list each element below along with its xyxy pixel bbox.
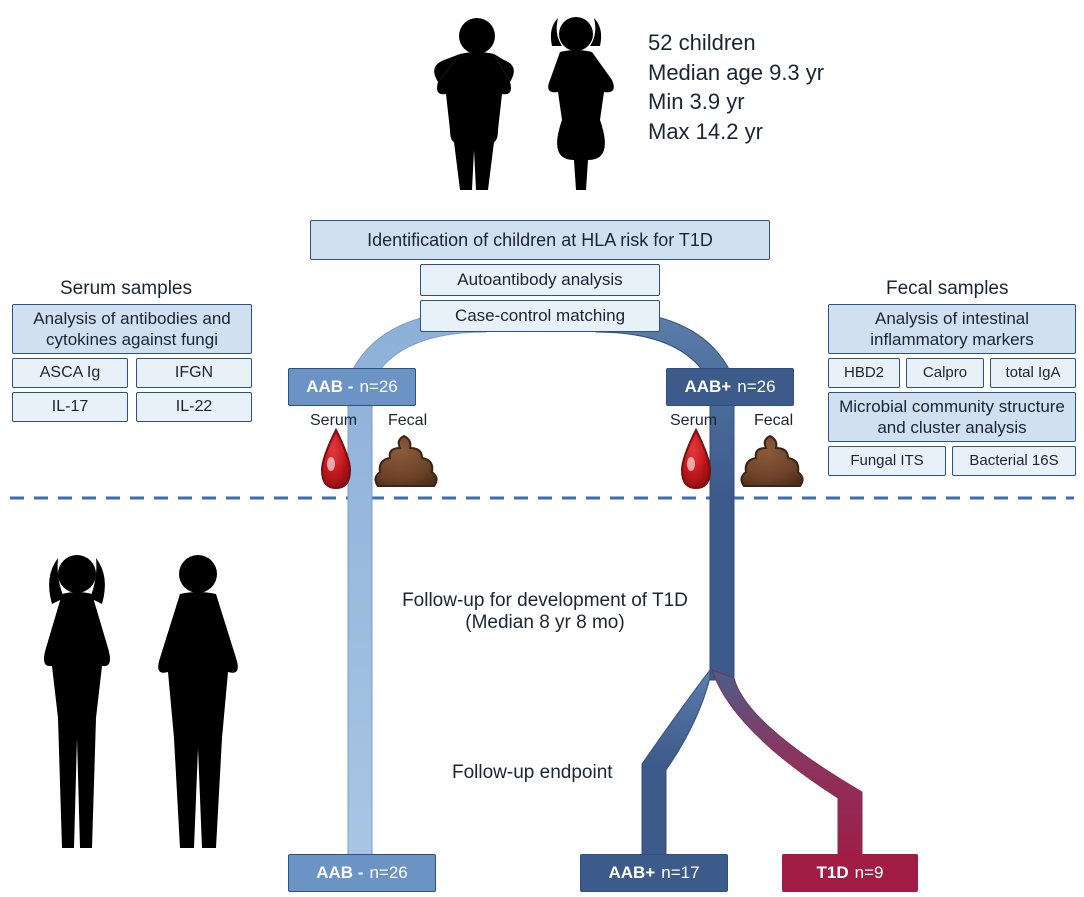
followup-block: Follow-up for development of T1D (Median… [400,590,690,634]
followup-line-2: (Median 8 yr 8 mo) [400,612,690,634]
arm-aab-pos: AAB+ n=26 [666,368,794,406]
pipe-aab-pos-lower [642,670,710,861]
endpoint-aab-pos-label: AAB+ [608,862,655,883]
cohort-line-3: Min 3.9 yr [648,87,824,117]
tag-serum-pos: Serum [670,412,717,430]
fecal-item-2: Calpro [906,358,984,388]
step-identification: Identification of children at HLA risk f… [310,220,770,260]
poop-icon-pos [741,436,802,486]
cohort-stats: 52 children Median age 9.3 yr Min 3.9 yr… [648,28,824,147]
fecal-heading: Fecal samples [886,278,1009,300]
endpoint-t1d-label: T1D [817,862,849,883]
cohort-line-2: Median age 9.3 yr [648,58,824,88]
tag-fecal-pos: Fecal [754,412,793,430]
serum-item-4: IL-22 [136,392,252,422]
endpoint-aab-neg-n: n=26 [369,862,407,883]
tag-fecal-neg: Fecal [388,412,427,430]
endpoint-aab-pos: AAB+ n=17 [580,854,728,892]
children-silhouette [434,17,614,190]
serum-heading: Serum samples [60,278,192,300]
pipe-t1d [712,670,862,861]
serum-item-1: ASCA Ig [12,358,128,388]
tag-serum-neg: Serum [310,412,357,430]
cohort-line-1: 52 children [648,28,824,58]
fecal-item-4: Fungal ITS [828,446,946,476]
poop-icon-neg [375,436,436,486]
diagram-root: 52 children Median age 9.3 yr Min 3.9 yr… [0,0,1084,897]
endpoint-t1d: T1D n=9 [782,854,918,892]
followup-endpoint-label: Follow-up endpoint [452,762,613,784]
step-autoantibody: Autoantibody analysis [420,264,660,296]
endpoint-aab-neg: AAB - n=26 [288,854,436,892]
blood-icon-neg [322,430,350,488]
fecal-item-1: HBD2 [828,358,900,388]
adults-silhouette [44,555,238,848]
fecal-item-3: total IgA [990,358,1076,388]
followup-line-1: Follow-up for development of T1D [400,590,690,612]
arm-aab-pos-label: AAB+ [684,376,731,397]
fecal-title-2: Microbial community structure and cluste… [828,392,1076,442]
serum-item-3: IL-17 [12,392,128,422]
fecal-item-5: Bacterial 16S [952,446,1076,476]
serum-title: Analysis of antibodies and cytokines aga… [12,304,252,354]
endpoint-t1d-n: n=9 [855,862,884,883]
arm-aab-neg-n: n=26 [359,376,397,397]
serum-item-2: IFGN [136,358,252,388]
step-matching: Case-control matching [420,300,660,332]
arm-aab-neg: AAB - n=26 [288,368,416,406]
arm-aab-pos-n: n=26 [737,376,775,397]
endpoint-aab-neg-label: AAB - [316,862,363,883]
blood-icon-pos [682,430,710,488]
endpoint-aab-pos-n: n=17 [661,862,699,883]
fecal-title-1: Analysis of intestinal inflammatory mark… [828,304,1076,354]
cohort-line-4: Max 14.2 yr [648,117,824,147]
arm-aab-neg-label: AAB - [306,376,353,397]
